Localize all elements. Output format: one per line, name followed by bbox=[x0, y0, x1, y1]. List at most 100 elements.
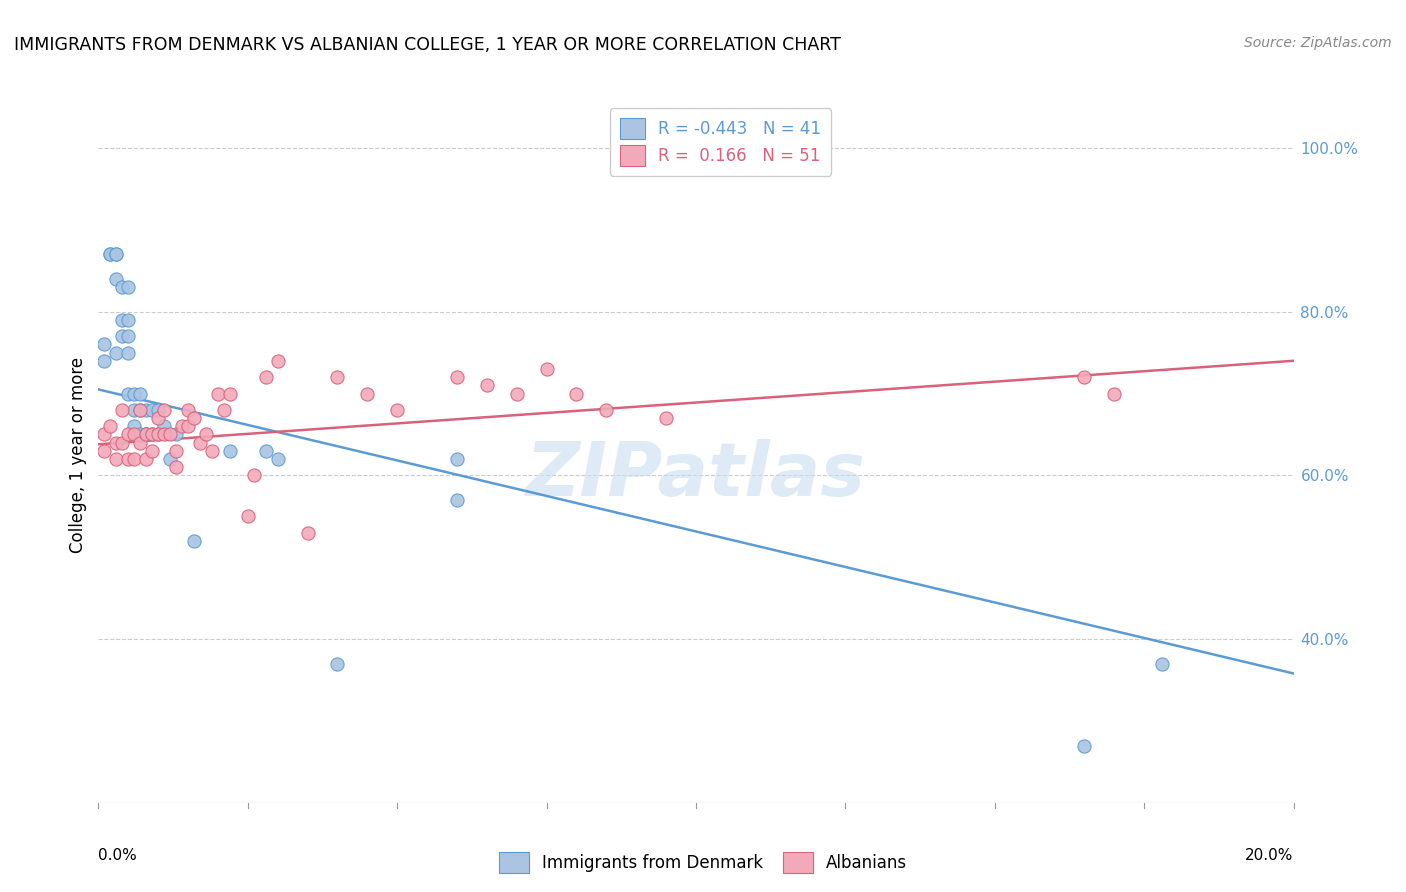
Point bbox=[117, 452, 139, 467]
Text: 20.0%: 20.0% bbox=[1246, 847, 1294, 863]
Point bbox=[124, 427, 146, 442]
Point bbox=[1073, 370, 1095, 384]
Point bbox=[98, 247, 122, 261]
Point bbox=[117, 329, 139, 343]
Point bbox=[159, 452, 181, 467]
Point bbox=[111, 280, 134, 294]
Point bbox=[98, 419, 122, 434]
Point bbox=[135, 427, 157, 442]
Point bbox=[243, 468, 266, 483]
Text: IMMIGRANTS FROM DENMARK VS ALBANIAN COLLEGE, 1 YEAR OR MORE CORRELATION CHART: IMMIGRANTS FROM DENMARK VS ALBANIAN COLL… bbox=[14, 36, 841, 54]
Point bbox=[105, 452, 128, 467]
Point bbox=[148, 403, 170, 417]
Point bbox=[165, 427, 187, 442]
Point bbox=[297, 525, 319, 540]
Point bbox=[141, 427, 163, 442]
Point bbox=[212, 403, 235, 417]
Point bbox=[111, 403, 134, 417]
Point bbox=[111, 313, 134, 327]
Point bbox=[124, 386, 146, 401]
Point bbox=[165, 443, 187, 458]
Point bbox=[188, 435, 211, 450]
Point bbox=[141, 443, 163, 458]
Point bbox=[236, 509, 259, 524]
Point bbox=[105, 247, 128, 261]
Point bbox=[98, 247, 122, 261]
Point bbox=[219, 443, 242, 458]
Point bbox=[267, 452, 290, 467]
Point bbox=[326, 657, 349, 671]
Point bbox=[177, 403, 200, 417]
Point bbox=[655, 411, 678, 425]
Text: ZIPatlas: ZIPatlas bbox=[526, 439, 866, 512]
Point bbox=[129, 386, 152, 401]
Point bbox=[124, 452, 146, 467]
Point bbox=[267, 353, 290, 368]
Point bbox=[159, 427, 181, 442]
Point bbox=[1104, 386, 1126, 401]
Point bbox=[117, 386, 139, 401]
Point bbox=[135, 403, 157, 417]
Point bbox=[201, 443, 224, 458]
Point bbox=[105, 345, 128, 359]
Point bbox=[536, 362, 558, 376]
Point bbox=[475, 378, 498, 392]
Point bbox=[183, 411, 205, 425]
Legend: R = -0.443   N = 41, R =  0.166   N = 51: R = -0.443 N = 41, R = 0.166 N = 51 bbox=[610, 109, 831, 176]
Point bbox=[135, 452, 157, 467]
Point bbox=[356, 386, 378, 401]
Point bbox=[446, 452, 468, 467]
Point bbox=[153, 427, 176, 442]
Point bbox=[148, 427, 170, 442]
Point bbox=[129, 403, 152, 417]
Point bbox=[141, 403, 163, 417]
Point bbox=[111, 435, 134, 450]
Legend: Immigrants from Denmark, Albanians: Immigrants from Denmark, Albanians bbox=[492, 846, 914, 880]
Point bbox=[446, 370, 468, 384]
Point bbox=[105, 435, 128, 450]
Point bbox=[117, 427, 139, 442]
Text: 0.0%: 0.0% bbox=[98, 847, 138, 863]
Point bbox=[254, 443, 277, 458]
Point bbox=[254, 370, 277, 384]
Point bbox=[148, 427, 170, 442]
Point bbox=[117, 313, 139, 327]
Point bbox=[195, 427, 218, 442]
Point bbox=[93, 337, 115, 351]
Point bbox=[172, 419, 194, 434]
Point bbox=[124, 419, 146, 434]
Point bbox=[129, 435, 152, 450]
Point bbox=[207, 386, 229, 401]
Point bbox=[1152, 657, 1174, 671]
Point bbox=[124, 403, 146, 417]
Point bbox=[1073, 739, 1095, 753]
Text: Source: ZipAtlas.com: Source: ZipAtlas.com bbox=[1244, 36, 1392, 50]
Y-axis label: College, 1 year or more: College, 1 year or more bbox=[69, 357, 87, 553]
Point bbox=[506, 386, 529, 401]
Point bbox=[177, 419, 200, 434]
Point bbox=[105, 247, 128, 261]
Point bbox=[565, 386, 588, 401]
Point bbox=[93, 427, 115, 442]
Point bbox=[135, 427, 157, 442]
Point bbox=[135, 427, 157, 442]
Point bbox=[129, 427, 152, 442]
Point bbox=[148, 411, 170, 425]
Point bbox=[111, 329, 134, 343]
Point bbox=[219, 386, 242, 401]
Point bbox=[129, 403, 152, 417]
Point bbox=[183, 533, 205, 548]
Point bbox=[326, 370, 349, 384]
Point bbox=[385, 403, 409, 417]
Point bbox=[153, 419, 176, 434]
Point bbox=[165, 460, 187, 475]
Point bbox=[117, 280, 139, 294]
Point bbox=[595, 403, 617, 417]
Point bbox=[105, 272, 128, 286]
Point bbox=[117, 345, 139, 359]
Point bbox=[153, 403, 176, 417]
Point bbox=[141, 427, 163, 442]
Point bbox=[93, 443, 115, 458]
Point bbox=[446, 492, 468, 507]
Point bbox=[93, 353, 115, 368]
